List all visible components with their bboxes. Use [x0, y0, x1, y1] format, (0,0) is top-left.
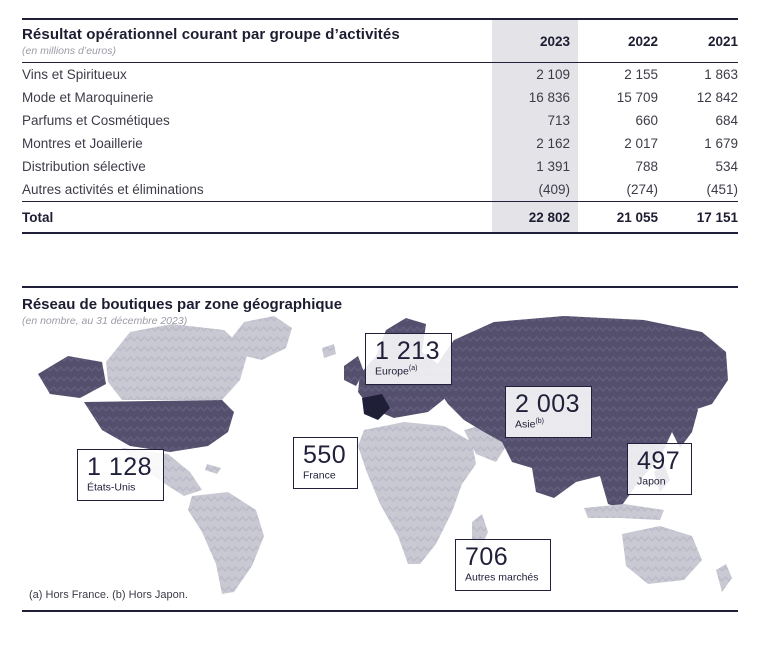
table-row: Distribution sélective 1 391 788 534: [22, 155, 738, 178]
map-region-usa: [84, 400, 234, 452]
marker-label: États-Unis: [87, 481, 136, 494]
cell-2021: 12 842: [696, 90, 738, 105]
map-region-new-zealand: [716, 564, 732, 592]
table-total-row: Total 22 802 21 055 17 151: [22, 202, 738, 232]
map-region-canada: [106, 324, 248, 400]
row-label: Vins et Spiritueux: [22, 67, 127, 82]
cell-2021: 1 863: [704, 67, 738, 82]
table-subtitle: (en millions d’euros): [22, 44, 116, 57]
cell-2021: 684: [715, 113, 738, 128]
marker-value: 706: [465, 543, 509, 571]
map-region-japan: [672, 394, 698, 448]
cell-2022: 2 155: [624, 67, 658, 82]
cell-2022: (274): [626, 182, 658, 197]
map-region-indonesia: [584, 504, 664, 520]
row-label: Montres et Joaillerie: [22, 136, 143, 151]
map-footnote: (a) Hors France. (b) Hors Japon.: [26, 588, 191, 602]
map-region-australia: [622, 526, 702, 584]
row-label: Distribution sélective: [22, 159, 146, 174]
table-top-rule: [22, 18, 738, 20]
total-label: Total: [22, 209, 54, 225]
cell-2022: 15 709: [616, 90, 658, 105]
table-row: Mode et Maroquinerie 16 836 15 709 12 84…: [22, 86, 738, 109]
table-row: Vins et Spiritueux 2 109 2 155 1 863: [22, 63, 738, 86]
column-header-2022: 2022: [627, 33, 658, 49]
map-marker-asie: 2 003 Asie(b): [505, 386, 593, 438]
map-marker-autres-marches: 706 Autres marchés: [455, 539, 551, 591]
cell-2022: 788: [635, 159, 658, 174]
marker-label: Europe(a): [375, 365, 418, 378]
map-marker-japon: 497 Japon: [627, 443, 693, 495]
table-bottom-rule: [22, 232, 738, 234]
cell-2023: 1 391: [492, 155, 578, 178]
cell-2023: (409): [492, 178, 578, 201]
table-row: Autres activités et éliminations (409) (…: [22, 178, 738, 201]
cell-2022: 2 017: [624, 136, 658, 151]
cell-2023: 713: [492, 109, 578, 132]
table-title: Résultat opérationnel courant par groupe…: [22, 25, 400, 43]
map-bottom-rule: [22, 610, 738, 612]
report-page: Résultat opérationnel courant par groupe…: [0, 18, 760, 612]
map-marker-europe: 1 213 Europe(a): [365, 333, 453, 385]
map-region-uk: [344, 356, 364, 386]
marker-value: 2 003: [515, 390, 581, 418]
row-label: Autres activités et éliminations: [22, 182, 204, 197]
map-title-block: Réseau de boutiques par zone géographiqu…: [22, 296, 342, 327]
marker-value: 1 213: [375, 337, 441, 365]
cell-2021: (451): [706, 182, 738, 197]
map-top-rule: [22, 286, 738, 288]
marker-value: 550: [303, 441, 347, 469]
map-region-africa: [358, 422, 476, 564]
table-title-block: Résultat opérationnel courant par groupe…: [22, 20, 492, 62]
map-region-caribbean: [205, 464, 221, 474]
cell-2023: 16 836: [492, 86, 578, 109]
map-region-iceland: [322, 344, 336, 358]
table-row: Parfums et Cosmétiques 713 660 684: [22, 109, 738, 132]
row-label: Parfums et Cosmétiques: [22, 113, 170, 128]
store-network-map-section: Réseau de boutiques par zone géographiqu…: [22, 286, 738, 612]
marker-value: 497: [637, 447, 681, 475]
total-2021: 17 151: [696, 209, 738, 225]
map-subtitle: (en nombre, au 31 décembre 2023): [22, 315, 188, 327]
marker-label: Asie(b): [515, 418, 544, 431]
map-region-alaska: [38, 356, 106, 398]
table-header-row: Résultat opérationnel courant par groupe…: [22, 20, 738, 62]
map-region-greenland: [230, 316, 292, 360]
column-header-2021: 2021: [707, 33, 738, 49]
table-row: Montres et Joaillerie 2 162 2 017 1 679: [22, 132, 738, 155]
table-total-rule: [22, 201, 738, 202]
column-header-2023: 2023: [492, 20, 578, 62]
operating-profit-table: Résultat opérationnel courant par groupe…: [22, 18, 738, 234]
map-region-france: [362, 394, 390, 420]
table-header-rule: [22, 62, 738, 63]
map-title: Réseau de boutiques par zone géographiqu…: [22, 296, 343, 313]
marker-label: Autres marchés: [465, 571, 539, 584]
cell-2023: 2 109: [492, 63, 578, 86]
cell-2022: 660: [635, 113, 658, 128]
map-region-south-america: [188, 492, 264, 594]
total-2023: 22 802: [492, 202, 578, 232]
marker-label: France: [303, 469, 336, 482]
cell-2021: 534: [715, 159, 738, 174]
map-area: Réseau de boutiques par zone géographiqu…: [22, 288, 738, 610]
marker-value: 1 128: [87, 453, 153, 481]
map-marker-france: 550 France: [293, 437, 359, 489]
total-2022: 21 055: [616, 209, 658, 225]
marker-label: Japon: [637, 475, 666, 488]
cell-2023: 2 162: [492, 132, 578, 155]
map-marker-etats-unis: 1 128 États-Unis: [77, 449, 165, 501]
cell-2021: 1 679: [704, 136, 738, 151]
row-label: Mode et Maroquinerie: [22, 90, 154, 105]
